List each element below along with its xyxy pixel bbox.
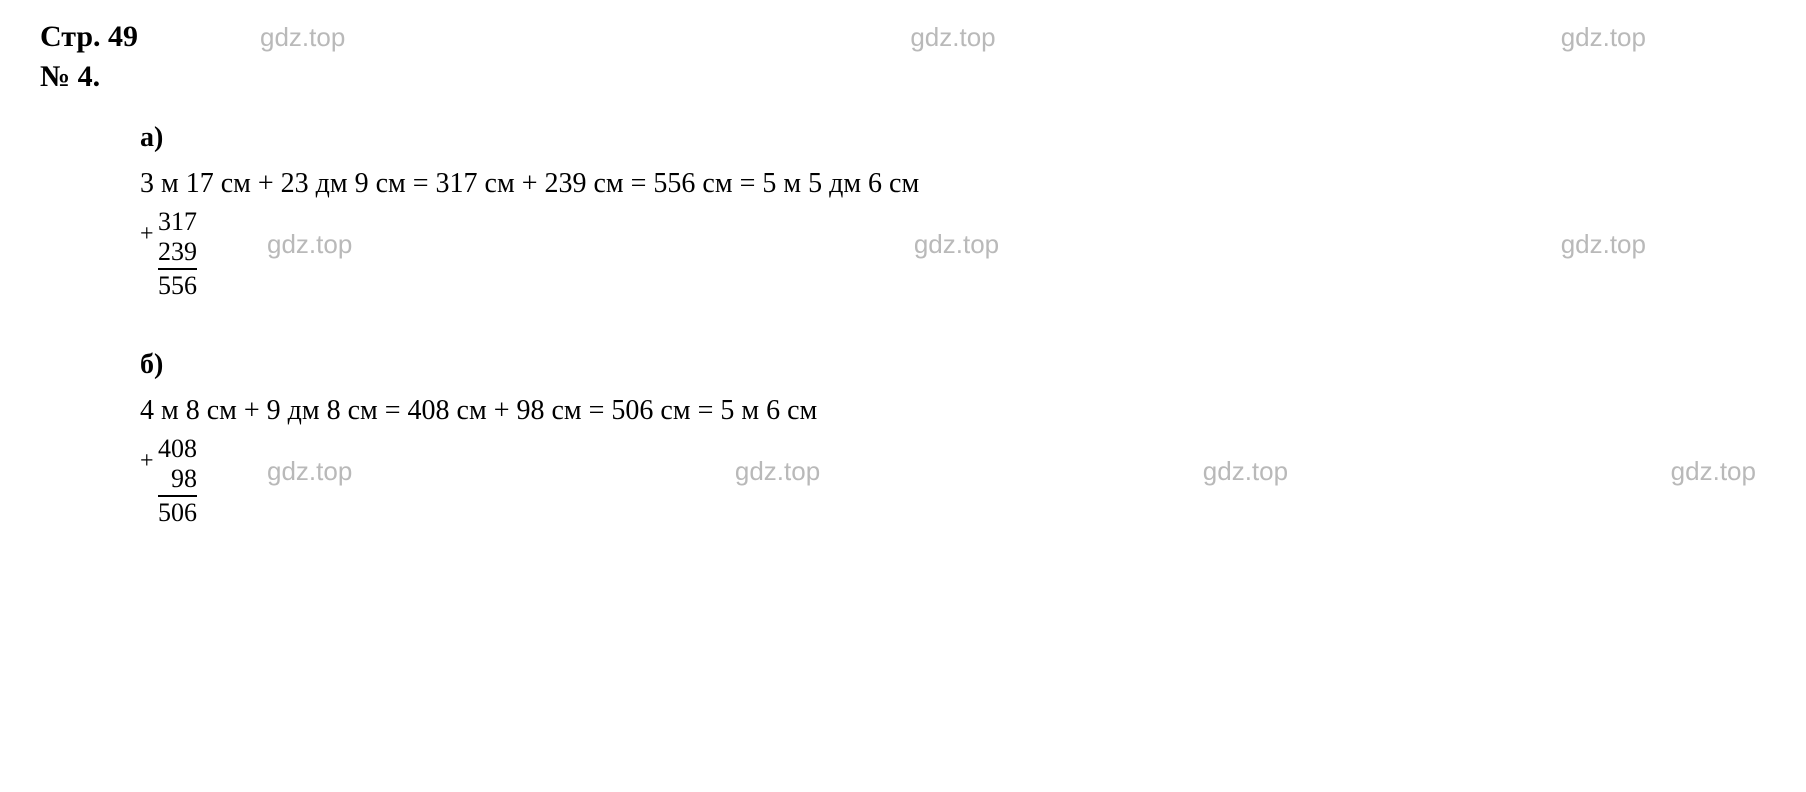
watermark: gdz.top	[1561, 22, 1646, 53]
watermark-row-top: gdz.top gdz.top gdz.top	[260, 22, 1766, 53]
watermark-row-bottom: gdz.top gdz.top gdz.top gdz.top	[267, 434, 1766, 487]
section-b: б) 4 м 8 см + 9 дм 8 см = 408 см + 98 см…	[40, 349, 1766, 528]
plus-sign: +	[140, 448, 154, 476]
watermark: gdz.top	[1561, 229, 1646, 260]
section-a-equation: 3 м 17 см + 23 дм 9 см = 317 см + 239 см…	[140, 164, 1766, 203]
watermark-row-mid: gdz.top gdz.top gdz.top	[267, 207, 1766, 260]
column-addition-b: + 408 98 506	[140, 434, 197, 528]
section-a-label: а)	[140, 122, 1766, 154]
plus-sign: +	[140, 221, 154, 249]
addition-sum: 506	[158, 497, 197, 528]
section-b-equation: 4 м 8 см + 9 дм 8 см = 408 см + 98 см = …	[140, 391, 1766, 430]
addend-bottom: 239	[158, 237, 197, 270]
section-b-calc-row: + 408 98 506 gdz.top gdz.top gdz.top gdz…	[140, 434, 1766, 528]
addend-top: 408	[158, 434, 197, 464]
addend-bottom: 98	[158, 464, 197, 497]
watermark: gdz.top	[267, 456, 352, 487]
watermark: gdz.top	[1671, 456, 1756, 487]
addition-sum: 556	[158, 270, 197, 301]
header-row: Стр. 49 gdz.top gdz.top gdz.top	[40, 20, 1766, 54]
watermark: gdz.top	[735, 456, 820, 487]
watermark: gdz.top	[260, 22, 345, 53]
problem-number: № 4.	[40, 60, 260, 94]
watermark: gdz.top	[914, 229, 999, 260]
watermark: gdz.top	[267, 229, 352, 260]
column-addition-a: + 317 239 556	[140, 207, 197, 301]
watermark: gdz.top	[910, 22, 995, 53]
section-b-label: б)	[140, 349, 1766, 381]
section-a: а) 3 м 17 см + 23 дм 9 см = 317 см + 239…	[40, 122, 1766, 301]
page-label: Стр. 49	[40, 20, 260, 54]
watermark: gdz.top	[1203, 456, 1288, 487]
section-a-calc-row: + 317 239 556 gdz.top gdz.top gdz.top	[140, 207, 1766, 301]
addend-top: 317	[158, 207, 197, 237]
